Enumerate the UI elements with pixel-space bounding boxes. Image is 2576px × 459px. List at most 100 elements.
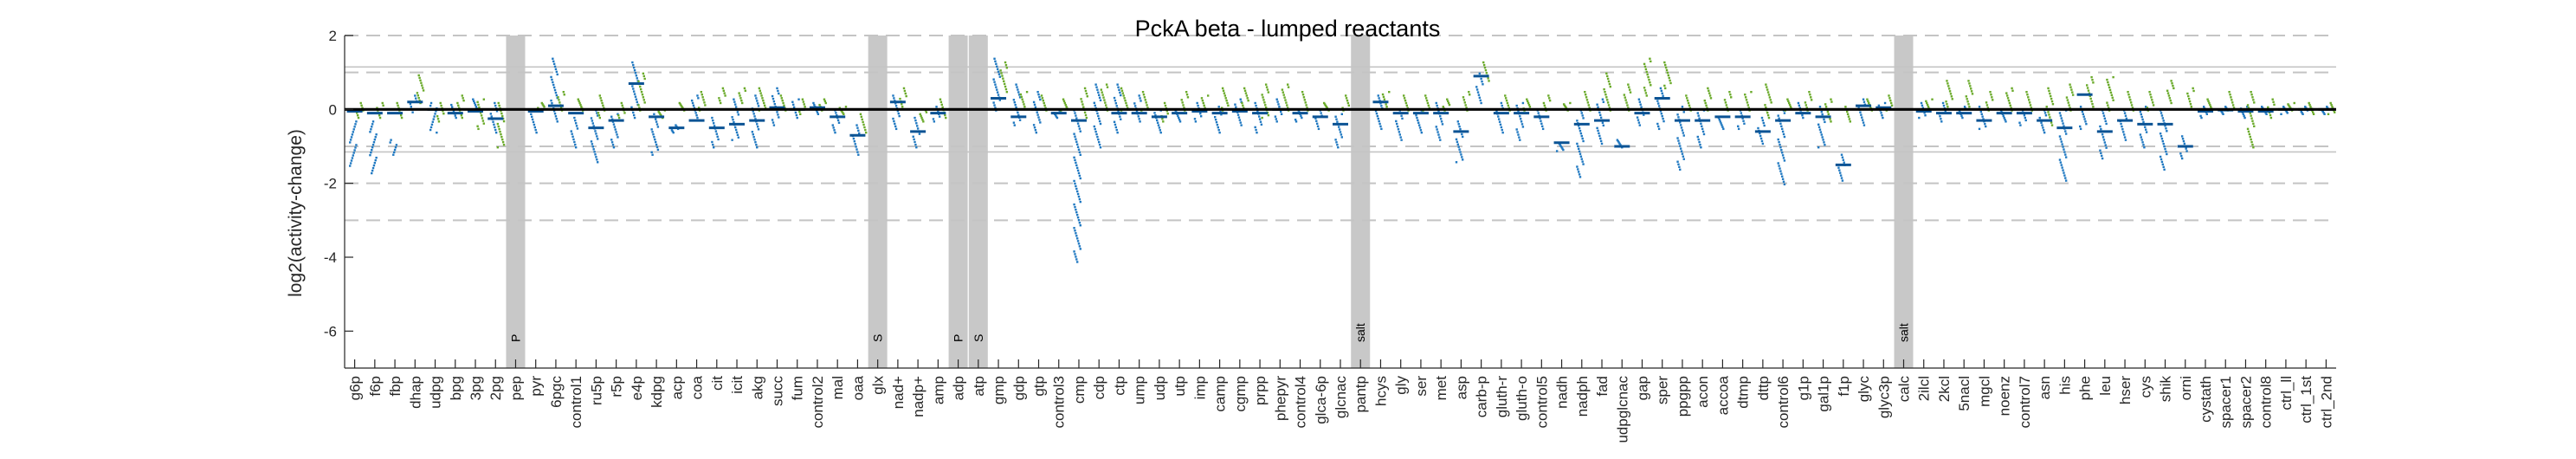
data-point [623,112,626,114]
data-point [2326,106,2328,108]
data-point [657,110,660,113]
data-point [735,131,739,134]
data-point [1840,177,1843,179]
data-point [1606,101,1610,104]
data-point [2028,101,2031,104]
data-point [495,110,499,113]
data-point [1380,105,1383,107]
data-point [915,146,918,149]
data-point [1395,120,1398,123]
data-point [1978,106,1981,108]
data-point [1598,132,1600,135]
data-point [1780,125,1783,128]
data-point [1824,106,1828,108]
data-point [2038,116,2041,120]
data-point [2081,110,2084,113]
data-point [1526,100,1529,103]
data-point [2145,131,2148,133]
data-point [1115,105,1118,107]
data-point [579,103,582,107]
data-point [1077,219,1081,222]
data-point [1700,122,1702,125]
data-point [632,63,635,67]
data-point [552,62,556,66]
data-point [833,129,836,132]
data-point [2059,114,2063,117]
data-point [791,100,794,103]
data-point [1236,113,1240,116]
x-tick-label: icit [729,376,746,394]
data-point [817,113,820,115]
data-point [602,104,604,107]
data-point [1075,166,1079,170]
data-point [2070,88,2073,91]
data-point [2027,99,2030,101]
data-point [1798,107,1801,109]
data-point [2011,89,2014,92]
data-point [477,127,480,131]
data-point [440,104,442,107]
data-point [572,138,575,141]
data-point [1074,158,1076,162]
data-point [1780,172,1783,175]
data-point [1340,133,1343,136]
data-point [493,123,495,126]
marker-band-glx [868,36,888,368]
data-point [653,136,655,139]
data-point [552,110,556,113]
data-point [1019,93,1023,96]
data-point [1628,88,1631,91]
data-point [1587,104,1590,107]
data-point [2083,118,2086,120]
data-point [2151,101,2154,104]
data-point [2018,121,2021,124]
x-tick-label: cys [2137,376,2153,398]
x-tick-label: leu [2097,376,2114,396]
data-point [2166,89,2169,92]
data-point [1166,112,1169,115]
data-point [601,101,604,105]
data-point [1003,80,1005,82]
data-point [1543,104,1546,107]
data-point [773,103,776,106]
data-point [1199,112,1202,115]
data-point [397,107,400,109]
data-point [373,139,377,141]
data-point [1323,103,1327,106]
data-point [1032,124,1036,126]
data-point [1741,117,1744,120]
data-point [1678,142,1681,145]
data-point [1605,96,1608,99]
data-point [2124,139,2127,141]
data-point [1949,93,1953,95]
data-point [461,116,463,120]
data-point [711,116,713,120]
data-point [437,120,441,123]
data-point [551,101,553,105]
data-point [1079,200,1081,204]
data-point [2280,113,2282,115]
data-point [1075,184,1077,188]
x-tick-label: 2ilcl [1916,376,1933,401]
data-point [1480,77,1482,81]
data-point [2050,121,2053,124]
x-tick-label: nadp+ [910,376,926,417]
data-point [915,122,918,125]
data-point [2166,152,2168,156]
data-point [2162,142,2165,145]
data-point [1504,97,1508,100]
data-point [734,106,738,108]
data-point [2327,113,2330,115]
data-point [376,107,378,109]
data-point [610,141,614,144]
data-point [1643,89,1647,92]
data-point [762,99,765,102]
data-point [1810,96,1812,99]
data-point [1075,117,1078,120]
data-point [1098,96,1101,99]
data-point [1704,101,1707,105]
data-point [658,112,661,114]
data-point [349,139,352,141]
data-point [2246,104,2250,107]
data-point [2125,117,2128,120]
